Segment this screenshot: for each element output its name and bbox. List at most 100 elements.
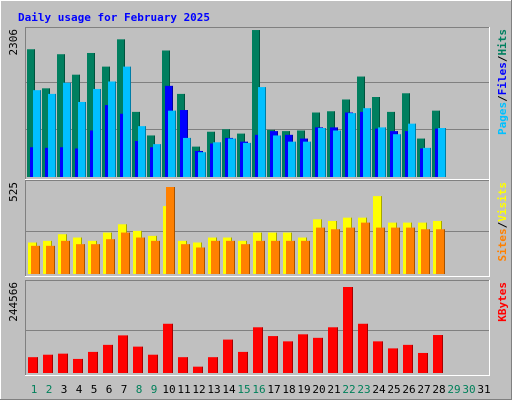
bar-sites-day-4	[76, 244, 85, 274]
bar-pages-day-6	[108, 81, 116, 177]
x-tick-label-day-24: 24	[372, 383, 386, 396]
bar-kbytes-day-3	[58, 353, 68, 373]
bar-sites-day-23	[361, 222, 370, 274]
bar-kbytes-day-13	[208, 357, 218, 373]
bar-sites-day-8	[136, 237, 145, 274]
x-tick-label-day-25: 25	[387, 383, 400, 396]
bar-sites-day-17	[271, 240, 280, 274]
x-tick-label-day-15: 15	[237, 383, 250, 396]
bar-hits-day-3	[57, 54, 65, 177]
y-max-label-kbytes: 244566	[7, 282, 20, 322]
bar-pages-day-24	[378, 127, 386, 177]
bar-pages-day-3	[63, 82, 71, 177]
bar-kbytes-day-22	[343, 287, 353, 373]
bar-kbytes-day-8	[133, 346, 143, 373]
bar-kbytes-day-27	[418, 352, 428, 373]
x-tick-label-day-17: 17	[267, 383, 280, 396]
legend-separator: /	[496, 221, 509, 228]
bar-pages-day-14	[228, 138, 236, 177]
bar-kbytes-day-4	[73, 358, 83, 373]
bar-pages-day-15	[243, 142, 251, 177]
legend-entry-kbytes: KBytes	[496, 282, 509, 322]
x-tick-label-day-7: 7	[121, 383, 128, 396]
bar-sites-day-2	[46, 245, 55, 274]
bar-pages-day-2	[48, 93, 56, 177]
bar-sites-day-14	[226, 240, 235, 274]
panel-pages-files-hits: 2306 Pages/Files/Hits	[7, 27, 509, 180]
bar-kbytes-day-14	[223, 339, 233, 373]
bar-pages-day-23	[363, 108, 371, 177]
bar-pages-day-4	[78, 101, 86, 177]
x-tick-label-day-11: 11	[177, 383, 190, 396]
x-axis-labels: 1 2 3 4 5 6 7 8 9 10 11 12 13 14 15 16 17 18 19 20 21 22 23 24 2…	[31, 383, 491, 396]
legend-entry-hits: Hits	[496, 29, 509, 56]
bar-sites-day-20	[316, 227, 325, 274]
x-tick-label-day-3: 3	[61, 383, 68, 396]
bar-kbytes-day-19	[298, 334, 308, 373]
legend-kbytes: KBytes	[496, 282, 509, 322]
bar-kbytes-day-16	[253, 327, 263, 373]
x-tick-label-day-29: 29	[447, 383, 460, 396]
x-tick-label-day-14: 14	[222, 383, 236, 396]
bar-pages-day-1	[33, 90, 41, 177]
x-tick-label-day-23: 23	[357, 383, 370, 396]
bar-kbytes-day-11	[178, 357, 188, 373]
x-tick-label-day-5: 5	[91, 383, 98, 396]
bar-sites-day-7	[121, 232, 130, 274]
x-tick-label-day-16: 16	[252, 383, 265, 396]
x-tick-label-day-22: 22	[342, 383, 355, 396]
bar-sites-day-3	[61, 240, 70, 274]
bar-sites-day-12	[196, 247, 205, 274]
bar-kbytes-day-24	[373, 341, 383, 373]
bar-sites-day-18	[286, 240, 295, 274]
bar-sites-day-28	[436, 229, 445, 274]
x-tick-label-day-27: 27	[417, 383, 430, 396]
bar-pages-day-19	[303, 141, 311, 177]
bar-sites-day-24	[376, 227, 385, 274]
bar-sites-day-21	[331, 229, 340, 274]
legend-pages-files-hits: Pages/Files/Hits	[496, 29, 509, 135]
bar-kbytes-day-2	[43, 354, 53, 373]
legend-entry-sites: Sites	[496, 228, 509, 261]
bar-kbytes-day-9	[148, 354, 158, 373]
legend-sites-visits: Sites/Visits	[496, 182, 509, 262]
bar-sites-day-25	[391, 227, 400, 274]
bar-kbytes-day-15	[238, 351, 248, 373]
bar-sites-day-15	[241, 244, 250, 274]
x-tick-label-day-9: 9	[151, 383, 158, 396]
bar-sites-day-16	[256, 240, 265, 274]
bar-sites-day-10	[166, 187, 175, 274]
panel-kbytes: 244566 KBytes	[7, 280, 509, 376]
y-max-label-sites-visits: 525	[7, 182, 20, 202]
chart-title: Daily usage for February 2025	[18, 11, 210, 24]
legend-entry-visits: Visits	[496, 182, 509, 222]
bar-sites-day-27	[421, 229, 430, 274]
bar-hits-day-16	[252, 30, 260, 178]
bar-pages-day-26	[408, 123, 416, 177]
bar-sites-day-5	[91, 244, 100, 274]
bar-kbytes-day-26	[403, 344, 413, 373]
bar-pages-day-10	[168, 110, 176, 177]
bar-hits-day-4	[72, 74, 80, 177]
x-tick-label-day-31: 31	[477, 383, 490, 396]
bar-hits-day-7	[117, 39, 125, 178]
x-tick-label-day-4: 4	[76, 383, 83, 396]
x-tick-label-day-6: 6	[106, 383, 113, 396]
bar-sites-day-6	[106, 239, 115, 274]
bar-pages-day-5	[93, 88, 101, 177]
bar-kbytes-day-28	[433, 335, 443, 373]
bar-sites-day-26	[406, 227, 415, 274]
bar-kbytes-day-18	[283, 341, 293, 373]
x-tick-label-day-13: 13	[207, 383, 220, 396]
y-max-label-pages-files-hits: 2306	[7, 29, 20, 56]
bar-hits-day-1	[27, 49, 35, 177]
x-tick-label-day-1: 1	[31, 383, 38, 396]
bar-pages-day-8	[138, 126, 146, 177]
bar-kbytes-day-7	[118, 335, 128, 373]
chart-panels: 2306 Pages/Files/Hits 525 Sites/Visits 24456…	[7, 27, 509, 376]
x-tick-label-day-21: 21	[327, 383, 340, 396]
bar-pages-day-28	[438, 128, 446, 177]
bar-kbytes-day-17	[268, 336, 278, 373]
bar-pages-day-13	[213, 142, 221, 177]
